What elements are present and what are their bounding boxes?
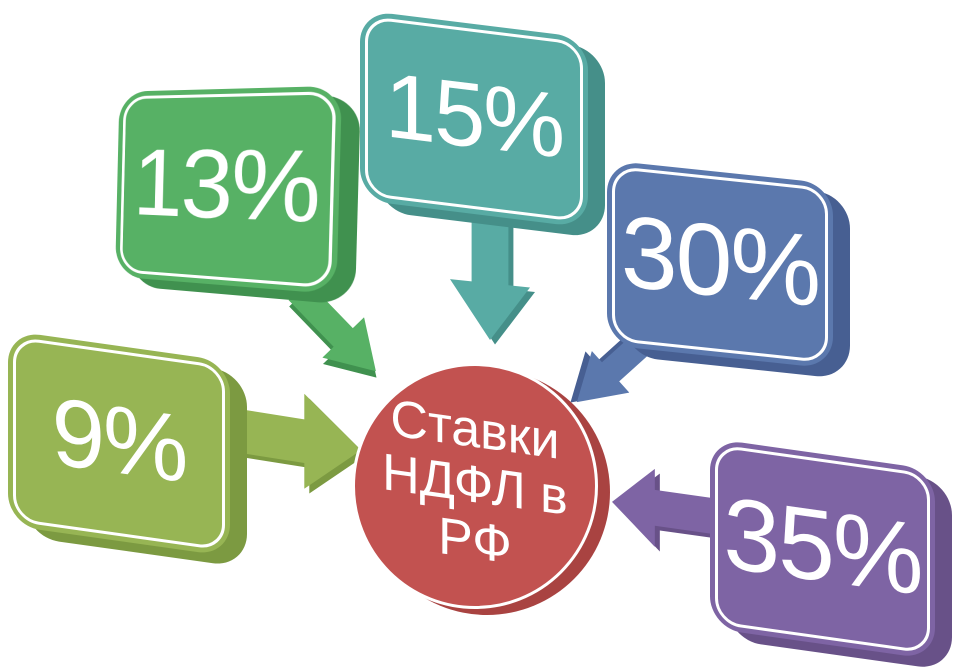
rate-label-9: 9% [51, 377, 187, 503]
rate-box-15: 15% [360, 10, 605, 240]
rate-box-35: 35% [710, 438, 952, 672]
rate-box-13: 13% [115, 85, 361, 306]
rate-label-30: 30% [620, 193, 820, 329]
center-label-line-3: РФ [438, 506, 512, 575]
center-circle-face [352, 363, 598, 609]
rate-box-30: 30% [607, 160, 850, 380]
rate-label-15: 15% [384, 53, 564, 178]
rate-label-13: 13% [132, 127, 321, 244]
center-circle: Ставки НДФЛ в РФ [352, 363, 614, 619]
rate-label-35: 35% [723, 474, 922, 617]
center-label: Ставки НДФЛ в РФ [352, 346, 598, 627]
rate-box-9: 9% [8, 330, 247, 568]
arrow-35-to-center [612, 463, 714, 555]
arrow-35-fill [612, 463, 714, 555]
